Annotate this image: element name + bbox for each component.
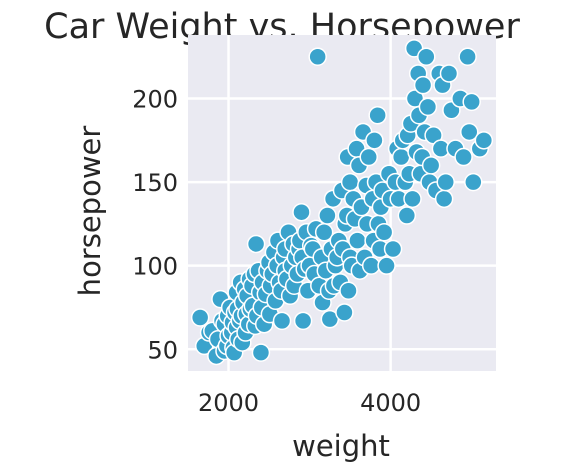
data-point xyxy=(318,206,337,225)
data-point xyxy=(464,172,483,192)
data-point xyxy=(458,47,477,66)
data-point xyxy=(340,172,360,192)
data-point xyxy=(246,234,266,254)
data-point xyxy=(365,131,384,150)
data-point xyxy=(308,47,327,66)
data-point xyxy=(377,256,396,275)
data-point xyxy=(293,311,313,331)
data-point xyxy=(292,202,311,222)
y-tick-label: 50 xyxy=(147,336,178,364)
data-point xyxy=(374,223,394,242)
data-point xyxy=(359,147,378,167)
data-point xyxy=(434,189,454,209)
y-tick-label: 200 xyxy=(132,86,178,114)
data-points xyxy=(190,39,494,366)
data-point xyxy=(361,256,381,275)
data-point xyxy=(251,343,271,362)
data-point xyxy=(418,97,438,117)
x-tick-label: 4000 xyxy=(360,389,421,417)
data-point xyxy=(436,172,455,192)
data-point xyxy=(391,147,411,167)
grid-lines xyxy=(188,35,496,371)
data-point xyxy=(272,311,292,331)
data-point xyxy=(335,303,354,322)
data-point xyxy=(474,131,494,150)
data-point xyxy=(439,64,459,83)
data-point xyxy=(397,206,417,225)
data-point xyxy=(383,239,403,259)
y-tick-label: 100 xyxy=(132,253,178,281)
data-point xyxy=(348,231,367,250)
data-point xyxy=(339,281,358,301)
data-point xyxy=(368,105,387,125)
y-tick-labels: 50 100 150 200 xyxy=(132,86,178,365)
y-axis-label: horsepower xyxy=(73,126,107,297)
x-axis-label: weight xyxy=(292,429,390,463)
data-point xyxy=(454,147,473,167)
data-point xyxy=(417,47,436,66)
data-point xyxy=(462,92,481,112)
data-point xyxy=(413,75,433,95)
data-point xyxy=(421,156,441,175)
x-tick-label: 2000 xyxy=(198,389,259,417)
y-tick-label: 150 xyxy=(132,169,178,197)
x-tick-labels: 2000 4000 xyxy=(198,389,421,417)
data-point xyxy=(403,189,422,209)
data-point xyxy=(460,122,479,142)
data-point xyxy=(190,308,210,327)
